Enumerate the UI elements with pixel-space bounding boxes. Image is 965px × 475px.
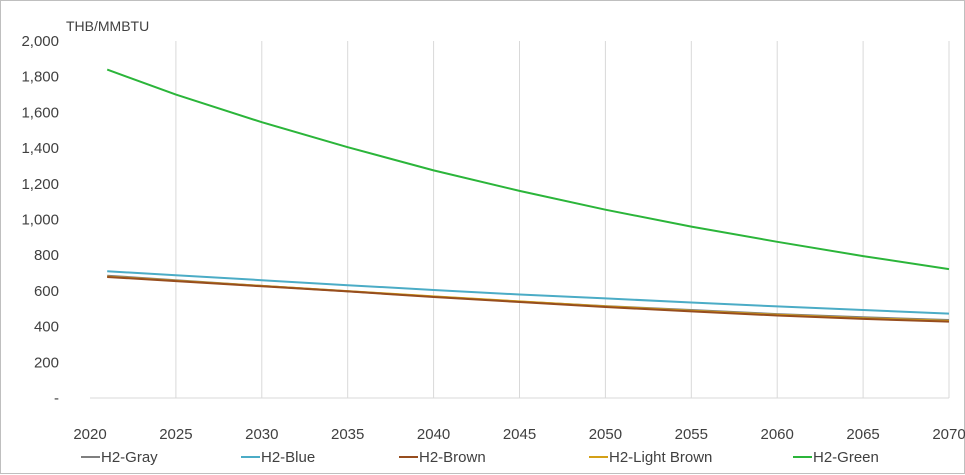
y-tick-label: 800 [34,247,59,264]
y-tick-label: 400 [34,319,59,336]
legend-label: H2-Blue [261,449,315,466]
series-lines [106,68,950,323]
x-tick-label: 2070 [932,426,965,443]
legend-item-h2-green: H2-Green [793,449,879,466]
y-tick-label: 1,200 [21,176,59,193]
x-tick-label: 2040 [417,426,450,443]
x-tick-label: 2030 [245,426,278,443]
legend-item-h2-light-brown: H2-Light Brown [589,449,712,466]
series-line-h2-green [106,68,950,271]
x-tick-label: 2055 [675,426,708,443]
y-tick-label: 1,800 [21,69,59,86]
y-tick-label: 200 [34,354,59,371]
x-tick-label: 2035 [331,426,364,443]
legend-label: H2-Brown [419,449,486,466]
x-tick-label: 2025 [159,426,192,443]
legend-item-h2-brown: H2-Brown [399,449,486,466]
x-tick-label: 2020 [73,426,106,443]
x-tick-label: 2045 [503,426,536,443]
y-tick-label: 600 [34,283,59,300]
legend-label: H2-Gray [101,449,158,466]
x-tick-label: 2065 [846,426,879,443]
legend-item-h2-blue: H2-Blue [241,449,315,466]
series-line-h2-blue [107,270,950,315]
y-tick-label: 1,600 [21,104,59,121]
y-axis-ticks: - 200 400 600 800 1,000 1,200 1,400 1,600 1,800 2,… [21,33,59,407]
y-tick-label: - [54,390,59,407]
y-tick-label: 1,400 [21,140,59,157]
legend: H2-Gray H2-Blue H2-Brown H2-Light Brown H2-G… [81,449,879,466]
x-axis-ticks: 2020 2025 2030 2035 2040 2045 2050 2055 2060 2065… [73,426,965,443]
x-tick-label: 2050 [589,426,622,443]
y-tick-label: 2,000 [21,33,59,50]
grid-lines [175,41,950,398]
x-tick-label: 2060 [761,426,794,443]
series-line-h2-brown [107,276,950,323]
legend-label: H2-Light Brown [609,449,712,466]
y-axis-unit-label: THB/MMBTU [66,18,149,34]
legend-label: H2-Green [813,449,879,466]
legend-item-h2-gray: H2-Gray [81,449,158,466]
y-tick-label: 1,000 [21,212,59,229]
series-line-h2-gray [107,274,950,321]
series-line-h2-light-brown [107,275,950,322]
